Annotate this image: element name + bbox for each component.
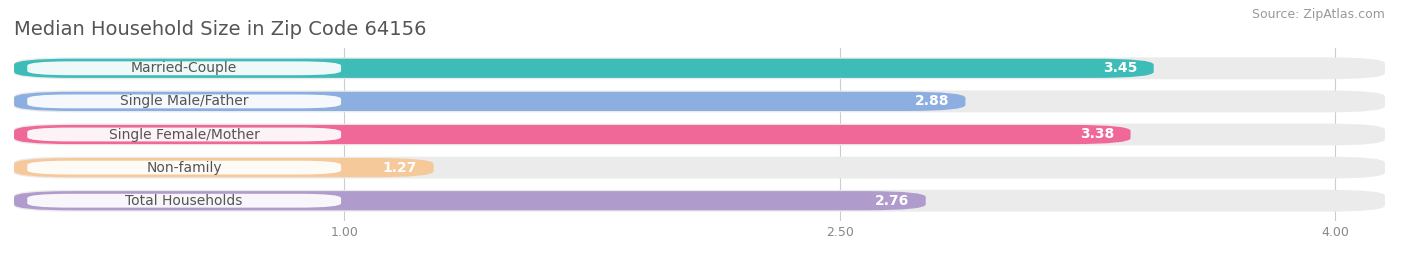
Text: 3.45: 3.45 (1102, 61, 1137, 75)
Text: Total Households: Total Households (125, 194, 243, 208)
FancyBboxPatch shape (27, 94, 342, 108)
Text: Source: ZipAtlas.com: Source: ZipAtlas.com (1251, 8, 1385, 21)
FancyBboxPatch shape (14, 157, 1385, 179)
FancyBboxPatch shape (27, 128, 342, 141)
Text: Married-Couple: Married-Couple (131, 61, 238, 75)
FancyBboxPatch shape (14, 57, 1385, 79)
FancyBboxPatch shape (27, 161, 342, 175)
Text: Median Household Size in Zip Code 64156: Median Household Size in Zip Code 64156 (14, 20, 426, 38)
FancyBboxPatch shape (14, 92, 966, 111)
FancyBboxPatch shape (14, 125, 1130, 144)
Text: 2.76: 2.76 (875, 194, 910, 208)
FancyBboxPatch shape (14, 59, 1154, 78)
FancyBboxPatch shape (14, 90, 1385, 112)
Text: Single Female/Mother: Single Female/Mother (108, 128, 260, 141)
FancyBboxPatch shape (14, 191, 925, 210)
FancyBboxPatch shape (27, 194, 342, 208)
Text: Non-family: Non-family (146, 161, 222, 175)
FancyBboxPatch shape (14, 123, 1385, 146)
Text: 2.88: 2.88 (914, 94, 949, 108)
FancyBboxPatch shape (14, 190, 1385, 212)
Text: Single Male/Father: Single Male/Father (120, 94, 249, 108)
Text: 1.27: 1.27 (382, 161, 418, 175)
FancyBboxPatch shape (14, 158, 433, 177)
FancyBboxPatch shape (27, 61, 342, 75)
Text: 3.38: 3.38 (1080, 128, 1114, 141)
